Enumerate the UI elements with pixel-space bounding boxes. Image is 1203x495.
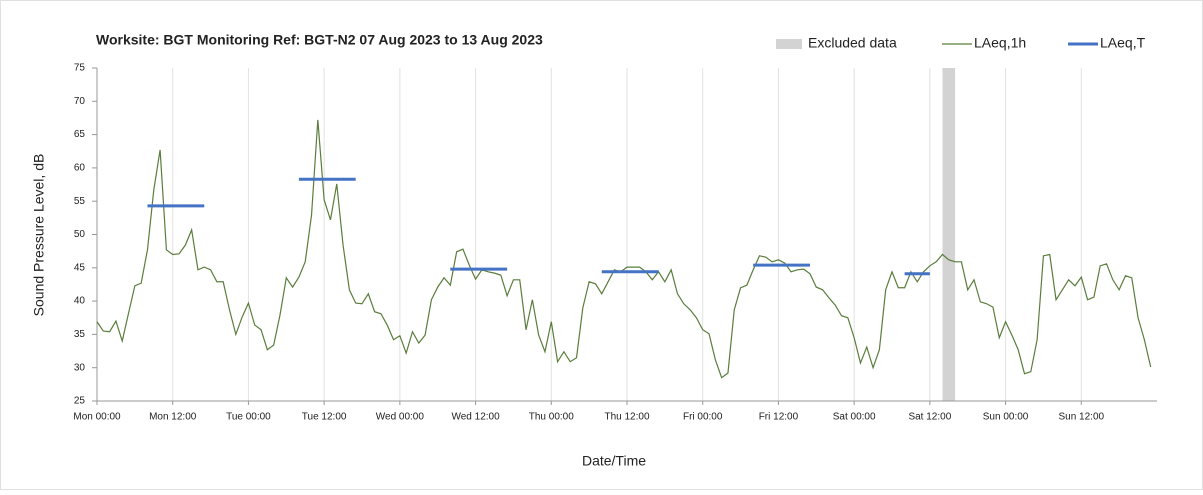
y-tick-label: 75 (74, 63, 86, 74)
x-tick-label: Fri 12:00 (759, 412, 799, 423)
x-axis-label: Date/Time (582, 453, 646, 469)
y-tick-label: 50 (74, 229, 86, 240)
x-tick-label: Fri 00:00 (683, 412, 723, 423)
x-tick-label: Thu 00:00 (529, 412, 574, 423)
y-tick-label: 65 (74, 129, 86, 140)
x-tick-label: Mon 00:00 (73, 412, 121, 423)
x-tick-label: Mon 12:00 (149, 412, 197, 423)
y-tick-label: 70 (74, 96, 86, 107)
x-tick-label: Sun 00:00 (983, 412, 1029, 423)
legend-label: LAeq,1h (974, 35, 1026, 51)
y-tick-label: 40 (74, 296, 86, 307)
x-tick-label: Tue 00:00 (226, 412, 271, 423)
y-tick-label: 35 (74, 329, 86, 340)
x-tick-label: Sat 12:00 (908, 412, 951, 423)
x-tick-label: Thu 12:00 (604, 412, 649, 423)
x-tick-label: Tue 12:00 (302, 412, 347, 423)
legend-swatch (776, 39, 802, 49)
y-tick-label: 30 (74, 362, 86, 373)
series-line (96, 119, 1152, 379)
chart-title: Worksite: BGT Monitoring Ref: BGT-N2 07 … (96, 32, 543, 48)
x-tick-label: Sat 00:00 (833, 412, 876, 423)
series-line (147, 177, 930, 276)
y-tick-label: 25 (74, 396, 86, 407)
legend-label: Excluded data (808, 35, 897, 51)
excluded-band (942, 68, 956, 401)
y-axis-label: Sound Pressure Level, dB (31, 154, 47, 317)
x-tick-label: Sun 12:00 (1058, 412, 1104, 423)
y-tick-label: 55 (74, 196, 86, 207)
legend-label: LAeq,T (1100, 35, 1146, 51)
x-tick-label: Wed 00:00 (376, 412, 425, 423)
y-tick-label: 45 (74, 262, 86, 273)
x-tick-label: Wed 12:00 (451, 412, 500, 423)
y-tick-label: 60 (74, 163, 86, 174)
